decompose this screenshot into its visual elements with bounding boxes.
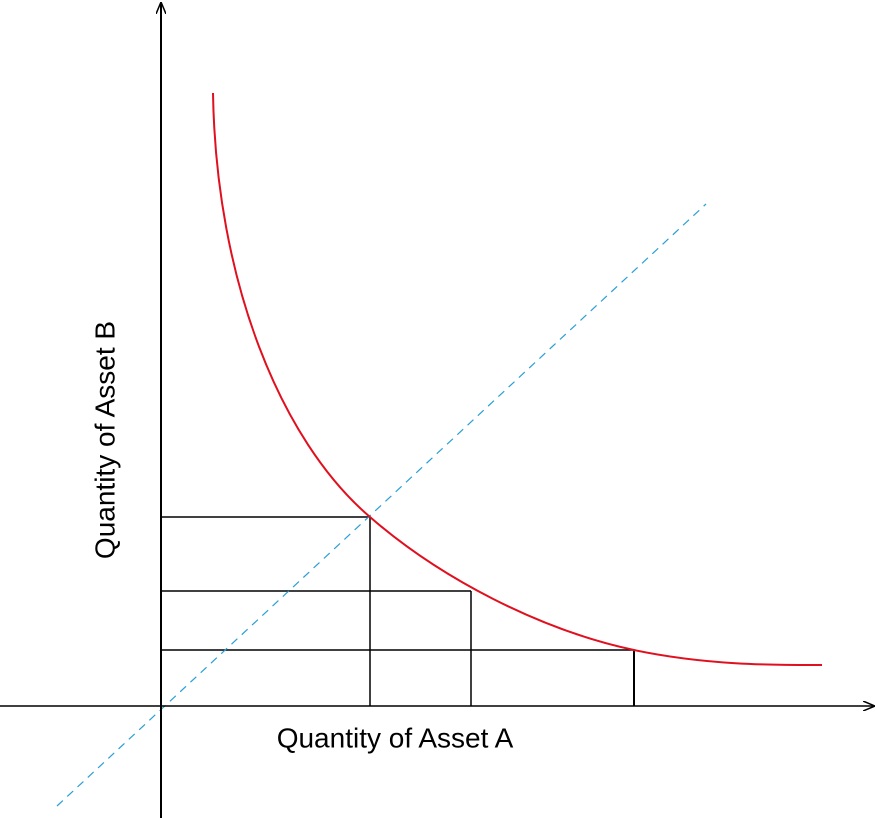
x-axis-label: Quantity of Asset A bbox=[277, 722, 514, 753]
guide-lines bbox=[161, 516, 635, 706]
y-axis-label: Quantity of Asset B bbox=[89, 321, 120, 559]
diagonal-line bbox=[56, 203, 707, 807]
bonding-curve bbox=[212, 92, 823, 667]
